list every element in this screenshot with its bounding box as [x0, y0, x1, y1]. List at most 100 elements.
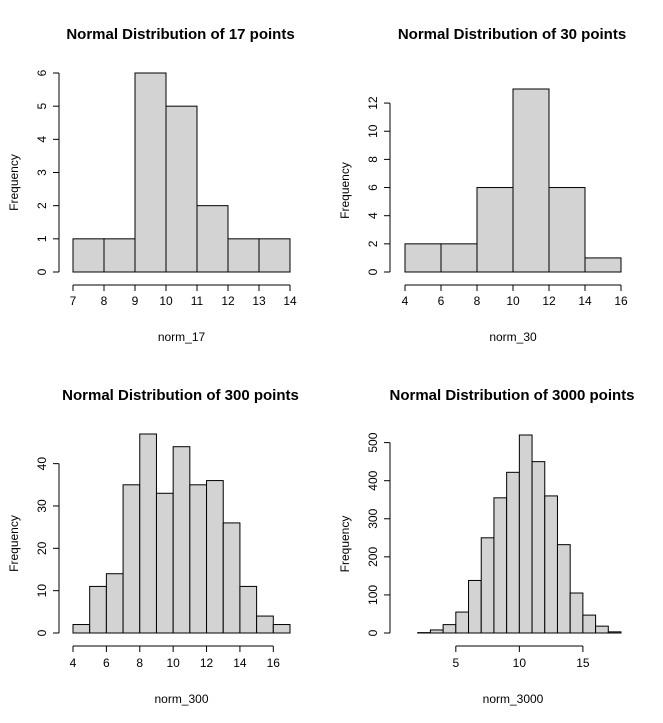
y-tick-label: 3	[35, 169, 49, 176]
chart-title: Normal Distribution of 17 points	[66, 26, 294, 43]
histogram-bar	[607, 631, 622, 634]
histogram-bar	[584, 257, 622, 273]
x-tick-label: 16	[267, 656, 281, 670]
x-tick-label: 6	[438, 294, 445, 308]
chart-title: Normal Distribution of 30 points	[398, 26, 626, 43]
histogram-bar	[258, 238, 291, 273]
y-tick-label: 0	[35, 268, 49, 275]
histogram-bar	[122, 484, 141, 634]
y-tick-label: 6	[35, 69, 49, 76]
histogram-norm-30: Normal Distribution of 30 points 4 6 8 10 12 1…	[338, 26, 628, 344]
y-axis-label: Frequency	[7, 515, 21, 572]
x-tick-label: 10	[506, 294, 520, 308]
histogram-bar	[172, 446, 191, 634]
histogram-norm-300: Normal Distribution of 300 points 4 6 8 10 12…	[7, 387, 299, 706]
histogram-bar	[440, 243, 478, 273]
histogram-bar	[227, 238, 260, 273]
histogram-bar	[103, 238, 136, 273]
x-tick-label: 4	[402, 294, 409, 308]
x-tick-label: 7	[70, 294, 77, 308]
x-tick-label: 9	[132, 294, 139, 308]
histogram-bar	[89, 585, 107, 634]
histogram-bar	[531, 461, 546, 634]
x-axis-label: norm_3000	[483, 692, 544, 706]
x-tick-label: 14	[578, 294, 592, 308]
histogram-bar	[544, 495, 558, 634]
histogram-norm-3000: Normal Distribution of 3000 points 5 10 15 0…	[338, 387, 634, 706]
x-tick-label: 11	[191, 294, 204, 308]
y-axis-label: Frequency	[338, 516, 352, 573]
histogram-bar	[404, 243, 442, 273]
histogram-panel-3: Normal Distribution of 300 points 4 6 8 10 12…	[0, 361, 331, 723]
histogram-bar	[480, 537, 495, 634]
histogram-bar	[442, 624, 457, 634]
y-axis-label: Frequency	[7, 154, 21, 211]
y-tick-label: 500	[366, 432, 380, 452]
x-tick-label: 8	[136, 656, 143, 670]
histogram-bar	[556, 544, 571, 634]
y-tick-label: 40	[35, 457, 49, 471]
y-tick-label: 100	[366, 585, 380, 605]
x-tick-label: 12	[542, 294, 556, 308]
histogram-bar	[239, 585, 258, 634]
y-tick-label: 0	[35, 629, 49, 636]
histogram-bar	[582, 614, 597, 634]
histogram-bar	[506, 471, 520, 634]
histogram-bar	[155, 492, 174, 634]
x-tick-label: 5	[452, 656, 459, 670]
histogram-bar	[222, 522, 241, 634]
y-tick-label: 0	[366, 268, 380, 275]
x-tick-label: 14	[233, 656, 247, 670]
x-tick-label: 10	[513, 656, 527, 670]
x-tick-label: 10	[166, 656, 180, 670]
x-tick-label: 4	[70, 656, 77, 670]
y-tick-label: 10	[35, 584, 49, 598]
histogram-bar	[595, 625, 609, 634]
y-tick-label: 4	[35, 136, 49, 143]
y-tick-label: 20	[35, 541, 49, 555]
x-axis-label: norm_300	[154, 692, 208, 706]
x-tick-label: 14	[283, 294, 297, 308]
y-tick-label: 1	[35, 235, 49, 242]
histogram-bar	[476, 187, 514, 273]
histogram-bar	[72, 238, 105, 273]
histogram-bar	[189, 484, 208, 634]
histogram-bar	[468, 579, 482, 634]
x-tick-label: 12	[200, 656, 214, 670]
y-tick-label: 300	[366, 508, 380, 528]
histogram-bar	[72, 624, 91, 634]
y-tick-label: 2	[35, 202, 49, 209]
x-tick-label: 12	[221, 294, 235, 308]
chart-title: Normal Distribution of 300 points	[62, 387, 299, 404]
histogram-bar	[206, 480, 224, 634]
y-tick-label: 4	[366, 212, 380, 219]
histogram-bar	[455, 611, 470, 634]
histogram-bar	[548, 187, 586, 273]
histogram-bar	[569, 592, 584, 634]
x-tick-label: 10	[159, 294, 173, 308]
histogram-bar	[196, 205, 229, 273]
histogram-bar	[512, 88, 550, 273]
histogram-panel-2: Normal Distribution of 30 points 4 6 8 10 12 1…	[331, 0, 663, 361]
y-axis-label: Frequency	[338, 162, 352, 219]
histogram-bar	[429, 629, 444, 634]
x-tick-label: 16	[614, 294, 628, 308]
y-tick-label: 6	[366, 184, 380, 191]
histogram-bar	[518, 434, 533, 634]
y-tick-label: 8	[366, 156, 380, 163]
histogram-bar	[272, 624, 291, 634]
y-tick-label: 0	[366, 629, 380, 636]
histogram-panel-1: Normal Distribution of 17 points 7 8 9 10 11 1…	[0, 0, 331, 361]
x-axis-label: norm_30	[489, 330, 537, 344]
y-tick-label: 10	[366, 124, 380, 138]
histogram-bar	[134, 72, 167, 273]
x-tick-label: 8	[474, 294, 481, 308]
y-tick-label: 400	[366, 470, 380, 490]
x-tick-label: 13	[252, 294, 266, 308]
x-tick-label: 6	[103, 656, 110, 670]
chart-title: Normal Distribution of 3000 points	[389, 387, 634, 404]
x-tick-label: 15	[576, 656, 590, 670]
histogram-bar	[493, 497, 508, 634]
